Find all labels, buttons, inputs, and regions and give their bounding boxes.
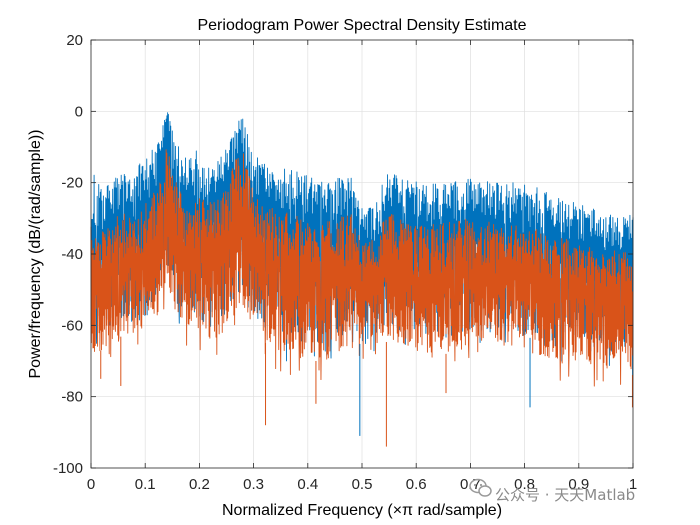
x-tick-label: 0.4 bbox=[297, 476, 318, 493]
y-tick-label: -40 bbox=[61, 246, 83, 263]
x-tick-label: 0.6 bbox=[406, 476, 427, 493]
series-layer bbox=[90, 112, 634, 447]
y-tick-label: -20 bbox=[61, 175, 83, 192]
x-tick-label: 0.5 bbox=[352, 476, 373, 493]
x-tick-label: 0.8 bbox=[514, 476, 535, 493]
y-tick-label: 0 bbox=[75, 103, 83, 120]
x-tick-label: 0.9 bbox=[568, 476, 589, 493]
y-tick-label: 20 bbox=[66, 32, 83, 49]
x-axis-label: Normalized Frequency (×π rad/sample) bbox=[222, 502, 502, 519]
y-tick-label: -100 bbox=[53, 460, 83, 477]
wechat-icon bbox=[469, 478, 492, 497]
y-tick-label: -60 bbox=[61, 317, 83, 334]
tick-labels: 0 0.1 0.2 0.3 0.4 0.5 0.6 0.7 0.8 0.9 1-100-80-60-… bbox=[53, 32, 637, 493]
watermark-text: 公众号 · 天天Matlab bbox=[495, 486, 635, 504]
x-tick-label: 0.2 bbox=[189, 476, 210, 493]
chart-title: Periodogram Power Spectral Density Estim… bbox=[197, 17, 526, 34]
watermark: 公众号 · 天天Matlab bbox=[469, 478, 635, 504]
y-tick-label: -80 bbox=[61, 389, 83, 406]
x-tick-label: 0.3 bbox=[243, 476, 264, 493]
y-axis-label: Power/frequency (dB/(rad/sample)) bbox=[27, 130, 44, 379]
x-tick-label: 1 bbox=[629, 476, 637, 493]
x-tick-label: 0 bbox=[87, 476, 95, 493]
ticks bbox=[90, 39, 634, 469]
series-line-2 bbox=[90, 149, 634, 387]
x-tick-label: 0.1 bbox=[135, 476, 156, 493]
